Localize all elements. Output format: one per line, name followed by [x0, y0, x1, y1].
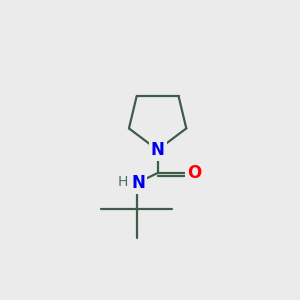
Text: H: H — [118, 175, 128, 189]
Text: O: O — [187, 164, 201, 182]
Text: N: N — [131, 174, 145, 192]
Text: N: N — [151, 141, 165, 159]
